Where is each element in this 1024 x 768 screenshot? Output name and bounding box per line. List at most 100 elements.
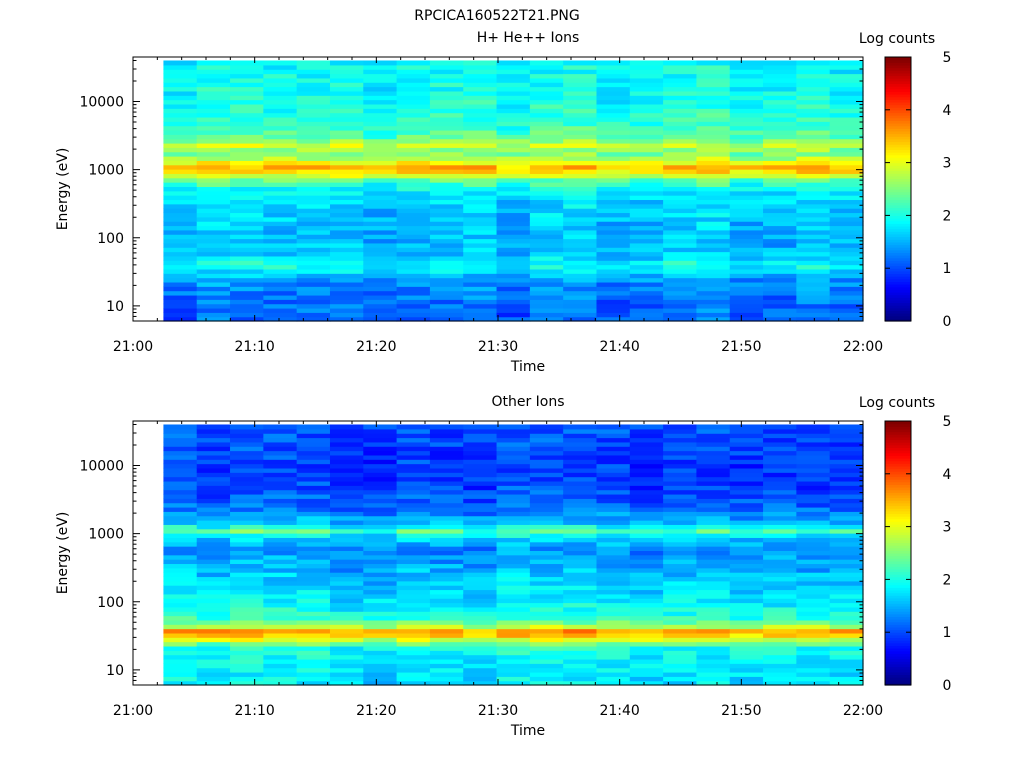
spectrogram-cell	[529, 437, 564, 443]
spectrogram-cell	[329, 654, 364, 660]
spectrogram-cell	[663, 567, 698, 573]
spectrogram-cell	[396, 524, 431, 530]
spectrogram-cell	[296, 506, 331, 512]
colorbar-segment	[885, 632, 911, 636]
spectrogram-cell	[329, 489, 364, 495]
spectrogram-cell	[230, 312, 264, 318]
spectrogram-cell	[163, 142, 198, 148]
spectrogram-cell	[596, 446, 631, 452]
spectrogram-cell	[796, 671, 831, 677]
spectrogram-cell	[396, 459, 431, 465]
spectrogram-cell	[663, 563, 698, 569]
spectrogram-cell	[696, 64, 731, 70]
spectrogram-cell	[729, 299, 764, 305]
spectrogram-cell	[596, 637, 631, 643]
spectrogram-cell	[230, 520, 264, 525]
spectrogram-cell	[596, 593, 631, 599]
spectrogram-cell	[696, 212, 731, 218]
colorbar-frame	[884, 56, 912, 322]
spectrogram-cell	[763, 234, 797, 240]
spectrogram-cell	[196, 177, 231, 183]
spectrogram-cell	[596, 459, 631, 465]
spectrogram-cell	[429, 316, 464, 322]
spectrogram-cell	[663, 515, 698, 521]
spectrogram-cell	[230, 437, 264, 443]
spectrogram-cell	[296, 251, 331, 257]
spectrogram-cell	[363, 160, 398, 166]
spectrogram-cell	[729, 598, 764, 604]
spectrogram-cell	[163, 498, 198, 504]
spectrogram-cell	[429, 203, 464, 209]
spectrogram-cell	[363, 533, 398, 538]
spectrogram-cell	[829, 182, 864, 187]
spectrogram-cell	[196, 221, 231, 227]
colorbar-segment	[885, 589, 911, 594]
spectrogram-cell	[629, 151, 664, 157]
colorbar-segment	[885, 481, 911, 485]
spectrogram-cell	[796, 169, 831, 174]
spectrogram-cell	[230, 303, 264, 309]
spectrogram-cell	[230, 528, 264, 534]
spectrogram-cell	[796, 554, 831, 560]
spectrogram-cell	[629, 64, 664, 70]
colorbar-segment	[885, 231, 911, 235]
spectrogram-cell	[196, 286, 231, 292]
spectrogram-cell	[796, 268, 831, 274]
spectrogram-cell	[429, 472, 464, 478]
spectrogram-cell	[496, 524, 531, 530]
spectrogram-cell	[629, 446, 664, 452]
spectrogram-cell	[163, 273, 198, 279]
spectrogram-cell	[396, 585, 431, 591]
spectrogram-cell	[163, 260, 198, 266]
spectrogram-cell	[629, 203, 664, 209]
spectrogram-cell	[230, 203, 264, 209]
colorbar-tick-label: 5	[943, 50, 952, 66]
spectrogram-cell	[696, 437, 731, 443]
spectrogram-cell	[529, 208, 564, 214]
spectrogram-cell	[363, 286, 398, 292]
spectrogram-cell	[463, 585, 498, 591]
spectrogram-cell	[496, 77, 531, 83]
spectrogram-cell	[529, 190, 564, 196]
colorbar-segment	[885, 621, 911, 625]
spectrogram-cell	[230, 550, 264, 556]
spectrogram-cell	[663, 299, 698, 305]
spectrogram-cell	[496, 563, 531, 569]
spectrogram-cell	[296, 559, 331, 565]
spectrogram-cell	[796, 550, 831, 556]
spectrogram-cell	[829, 268, 864, 274]
spectrogram-cell	[196, 645, 231, 651]
spectrogram-cell	[463, 129, 498, 135]
spectrogram-cell	[429, 463, 464, 469]
spectrogram-cell	[596, 60, 631, 66]
spectrogram-cell	[563, 294, 598, 300]
spectrogram-cell	[829, 286, 864, 292]
spectrogram-cell	[496, 433, 531, 439]
spectrogram-cell	[796, 86, 831, 92]
spectrogram-cell	[529, 433, 564, 439]
spectrogram-cell	[196, 212, 231, 218]
spectrogram-cell	[663, 238, 698, 244]
spectrogram-cell	[529, 225, 564, 231]
spectrogram-cell	[230, 82, 264, 88]
spectrogram-cell	[629, 121, 664, 127]
spectrogram-cell	[629, 563, 664, 569]
spectrogram-cell	[796, 576, 831, 582]
colorbar-segment	[885, 91, 911, 95]
spectrogram-cell	[363, 424, 398, 430]
spectrogram	[163, 424, 864, 686]
spectrogram-cell	[696, 554, 731, 560]
spectrogram-cell	[363, 446, 398, 452]
spectrogram-cell	[496, 593, 531, 599]
spectrogram-cell	[496, 580, 531, 586]
spectrogram-cell	[463, 108, 498, 114]
spectrogram-cell	[796, 64, 831, 70]
spectrogram-cell	[663, 108, 698, 114]
colorbar-segment	[885, 521, 911, 525]
spectrogram-cell	[329, 251, 364, 257]
spectrogram-cell	[763, 125, 797, 131]
spectrogram-cell	[696, 216, 731, 222]
colorbar-segment	[885, 218, 911, 222]
spectrogram-cell	[796, 82, 831, 88]
spectrogram-cell	[196, 160, 231, 166]
